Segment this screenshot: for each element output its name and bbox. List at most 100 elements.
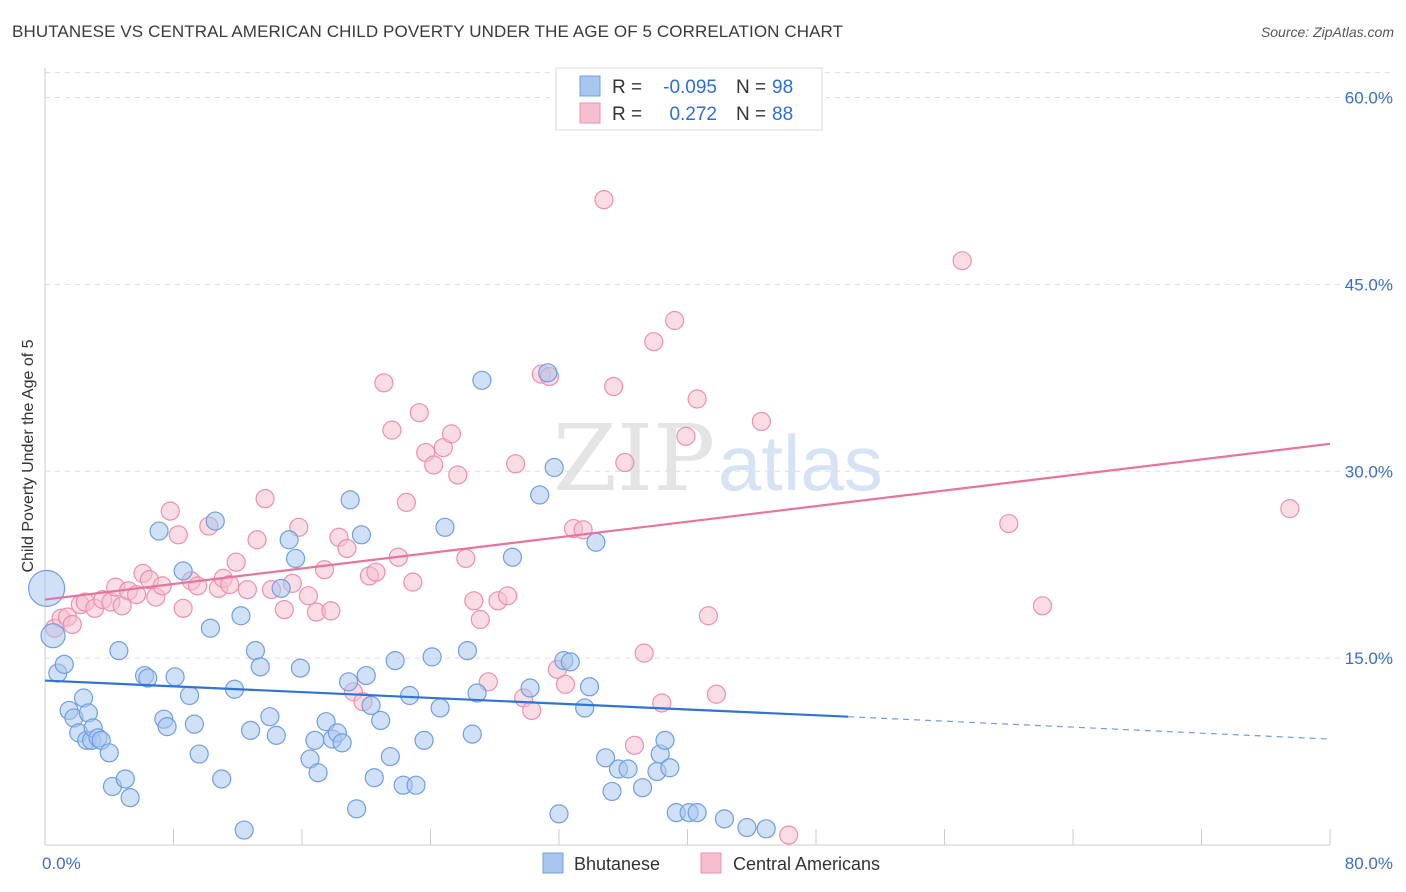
central-americans-point <box>382 420 402 440</box>
bhutanese-point <box>575 698 595 718</box>
bhutanese-point <box>332 733 352 753</box>
bhutanese-point <box>560 652 580 672</box>
bhutanese-points <box>28 363 776 840</box>
y-axis-title: Child Poverty Under the Age of 5 <box>20 339 37 572</box>
x-tick-label-min: 0.0% <box>42 854 81 873</box>
bhutanese-point <box>385 651 405 671</box>
legend-n-value-1: 98 <box>772 77 793 98</box>
bhutanese-point <box>430 698 450 718</box>
bhutanese-point <box>538 363 558 383</box>
central-americans-point <box>687 389 707 409</box>
legend-n-label-1: N = <box>736 77 766 98</box>
bhutanese-point <box>245 641 266 661</box>
central-americans-point <box>644 332 664 352</box>
central-americans-point <box>665 310 685 331</box>
central-americans-point <box>676 426 696 446</box>
bhutanese-point <box>364 768 384 788</box>
central-americans-point <box>168 525 188 545</box>
central-americans-point <box>274 599 294 620</box>
bhutanese-point <box>120 788 140 808</box>
central-americans-point <box>247 530 267 550</box>
bhutanese-point <box>544 457 564 478</box>
central-americans-point <box>624 735 645 755</box>
bhutanese-point <box>457 641 478 661</box>
axes <box>44 68 1331 846</box>
central-americans-point <box>456 548 476 569</box>
bhutanese-point <box>54 654 74 674</box>
central-americans-point <box>448 465 468 485</box>
bhutanese-point <box>400 685 420 706</box>
watermark-atlas: atlas <box>718 419 883 507</box>
y-tick-label: 45.0% <box>1345 275 1393 294</box>
central-americans-point <box>226 552 246 572</box>
bhutanese-point <box>462 724 482 744</box>
bhutanese-point <box>260 707 280 727</box>
bhutanese-point <box>290 658 310 678</box>
y-tick-label: 60.0% <box>1345 89 1393 108</box>
bhutanese-point <box>173 561 193 581</box>
legend-r-value-1: -0.095 <box>663 77 717 98</box>
central-americans-point <box>396 492 417 512</box>
bhutanese-point <box>422 647 442 667</box>
central-americans-point <box>615 452 635 473</box>
central-americans-point <box>522 700 542 721</box>
bhutanese-point <box>380 746 400 767</box>
bhutanese-point <box>271 578 291 598</box>
bottom-legend-swatch-central-americans <box>700 852 722 874</box>
central-americans-point <box>298 586 319 606</box>
bhutanese-point <box>205 511 225 531</box>
bhutanese-point <box>109 641 129 661</box>
bhutanese-point <box>530 485 550 505</box>
bhutanese-point <box>356 665 376 686</box>
bhutanese-point <box>655 730 675 750</box>
bhutanese-point <box>115 769 135 789</box>
central-americans-point <box>498 586 518 606</box>
x-tick-label-max: 80.0% <box>1345 854 1393 873</box>
bhutanese-point <box>371 710 391 731</box>
central-americans-point <box>594 190 614 210</box>
bhutanese-point <box>351 525 372 545</box>
legend-swatch-central-americans <box>579 102 601 124</box>
bhutanese-point <box>414 730 434 750</box>
series-legend: Bhutanese Central Americans <box>542 852 880 874</box>
bhutanese-point <box>184 714 204 734</box>
central-americans-point <box>366 562 386 582</box>
bhutanese-point <box>165 667 185 687</box>
trend-lines <box>44 442 1331 740</box>
central-americans-point <box>255 489 275 509</box>
central-americans-point <box>321 601 341 621</box>
bhutanese-point <box>231 606 251 626</box>
bhutanese-point <box>157 717 177 737</box>
bottom-legend-swatch-bhutanese <box>542 852 564 874</box>
central-americans-point <box>1280 499 1300 519</box>
central-americans-point <box>506 454 526 474</box>
watermark: ZIP atlas <box>553 405 883 512</box>
central-americans-trend-line <box>44 442 1331 601</box>
bhutanese-point <box>549 804 569 824</box>
bhutanese-point <box>241 720 261 740</box>
grid <box>45 72 1392 659</box>
central-americans-point <box>314 560 335 580</box>
central-americans-point <box>237 580 257 600</box>
central-americans-point <box>403 572 423 592</box>
central-americans-point <box>555 674 576 694</box>
central-americans-point <box>952 251 972 271</box>
central-americans-point <box>470 609 490 630</box>
bhutanese-point <box>714 809 735 829</box>
bhutanese-point <box>212 769 232 789</box>
bhutanese-point <box>520 678 540 698</box>
bottom-legend-label-central-americans: Central Americans <box>733 854 880 874</box>
central-americans-point <box>604 376 624 397</box>
bhutanese-point <box>602 781 622 802</box>
bhutanese-point <box>138 668 158 688</box>
bhutanese-point <box>467 683 487 703</box>
bhutanese-point <box>756 819 776 839</box>
legend-n-label-2: N = <box>736 104 766 125</box>
y-tick-label: 30.0% <box>1345 462 1393 481</box>
y-tick-label: 15.0% <box>1345 649 1393 668</box>
central-americans-point <box>374 373 394 393</box>
central-americans-point <box>424 455 444 475</box>
central-americans-point <box>160 501 180 521</box>
bhutanese-point <box>687 803 707 823</box>
central-americans-point <box>464 591 484 611</box>
